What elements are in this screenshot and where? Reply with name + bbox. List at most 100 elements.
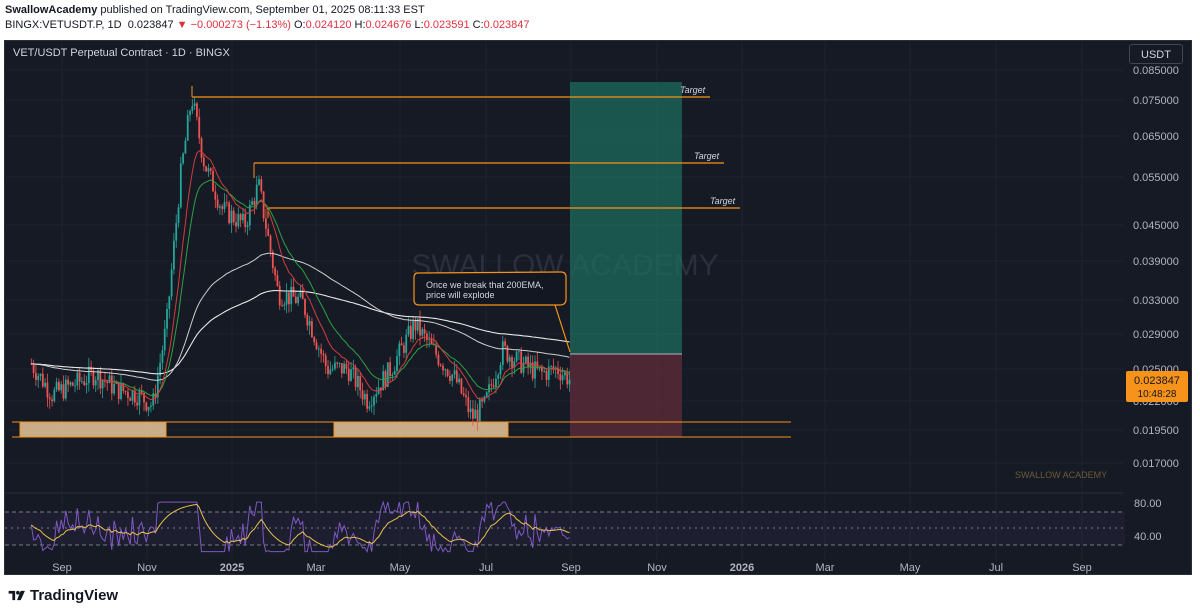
candle-body <box>481 399 484 402</box>
support-zone-left[interactable] <box>19 421 167 438</box>
candle-body <box>545 370 548 380</box>
candle-body <box>338 363 341 364</box>
candle-body <box>242 213 244 221</box>
candle-body <box>495 378 497 387</box>
candle-body <box>232 210 235 223</box>
candle-body <box>451 374 454 381</box>
currency-button[interactable]: USDT <box>1129 44 1183 64</box>
high-value: 0.024676 <box>365 19 412 31</box>
ema-red-line[interactable] <box>100 150 570 401</box>
price-tick-label-4: 0.045000 <box>1133 220 1179 232</box>
candle-body <box>99 370 102 389</box>
candle-body <box>428 339 431 340</box>
time-tick-label-9: Mar <box>816 562 835 574</box>
candle-body <box>453 370 456 375</box>
price-axis[interactable]: 0.085000 0.075000 0.065000 0.055000 0.045000… <box>1133 65 1179 470</box>
candle-body <box>354 367 357 388</box>
target-label-1: Target <box>680 85 706 95</box>
time-tick-label-8: 2026 <box>730 562 754 574</box>
candle-body <box>186 114 189 141</box>
candle-body <box>366 393 369 409</box>
candle-body <box>455 370 458 383</box>
candle-body <box>163 328 166 351</box>
rsi-ma-line[interactable] <box>30 503 570 548</box>
candle-body <box>166 308 168 329</box>
candle-body <box>85 383 88 385</box>
candle-body <box>396 356 398 372</box>
candle-body <box>67 379 70 385</box>
candle-body <box>177 207 180 223</box>
candle-body <box>41 373 44 387</box>
candle-body <box>460 378 463 394</box>
candle-body <box>474 409 477 419</box>
candle-body <box>550 366 553 368</box>
candle-body <box>547 366 550 380</box>
candlesticks[interactable] <box>30 97 571 431</box>
time-tick-label-5: Jul <box>479 562 493 574</box>
time-axis[interactable]: Sep Nov 2025 Mar May Jul Sep Nov 2026 Mar May Jul Se… <box>52 562 1092 574</box>
candle-body <box>391 374 394 377</box>
annotation-callout[interactable] <box>413 271 567 306</box>
tradingview-brand-text: TradingView <box>30 587 119 604</box>
candle-body <box>552 366 555 370</box>
candle-body <box>267 228 270 236</box>
candle-body <box>44 382 47 387</box>
candle-body <box>97 370 99 381</box>
candle-body <box>48 397 51 400</box>
candle-body <box>501 341 504 365</box>
candle-body <box>361 390 364 400</box>
candle-body <box>534 361 536 379</box>
candle-body <box>393 371 396 375</box>
ema-100-line[interactable] <box>31 252 570 381</box>
candle-body <box>419 318 421 336</box>
price-tick-label-6: 0.033000 <box>1133 295 1179 307</box>
candle-body <box>368 406 371 409</box>
footer-watermark: SWALLOW ACADEMY <box>1015 470 1107 480</box>
low-value: 0.023591 <box>423 19 470 31</box>
tradingview-logo[interactable]: TradingView <box>8 587 118 604</box>
candle-body <box>189 111 191 115</box>
candle-body <box>536 361 539 369</box>
target-label-2: Target <box>694 151 720 161</box>
candle-body <box>196 103 198 118</box>
candle-body <box>168 296 171 309</box>
candle-body <box>156 375 159 398</box>
candle-body <box>74 385 76 387</box>
current-price-badge <box>1126 371 1188 402</box>
change-arrow-icon: ▼ <box>176 19 188 31</box>
candle-body <box>373 396 375 406</box>
candle-body <box>253 201 256 206</box>
candle-body <box>299 290 302 297</box>
candle-body <box>557 367 559 375</box>
candle-body <box>60 384 63 391</box>
candle-body <box>430 339 433 344</box>
candle-body <box>294 296 297 304</box>
candle-body <box>271 251 274 269</box>
publisher-line: SwallowAcademy published on TradingView.… <box>5 4 425 16</box>
candle-body <box>308 321 311 326</box>
candle-body <box>297 296 300 304</box>
ema-200-line[interactable] <box>31 289 570 375</box>
candle-body <box>94 380 97 386</box>
publisher-name[interactable]: SwallowAcademy <box>5 4 98 16</box>
price-tick-label-3: 0.055000 <box>1133 172 1179 184</box>
price-tick-label-2: 0.065000 <box>1133 131 1179 143</box>
annotation-line-2: price will explode <box>426 290 495 300</box>
candle-body <box>306 315 309 326</box>
candle-body <box>467 397 470 412</box>
support-zone-mid[interactable] <box>333 421 509 438</box>
candle-body <box>499 364 502 375</box>
long-stop-zone[interactable] <box>570 354 682 437</box>
rsi-tick-80: 80.00 <box>1134 498 1162 510</box>
candle-body <box>225 202 228 204</box>
ohlc-line: BINGX:VETUSDT.P, 1D 0.023847 ▼ −0.000273… <box>5 19 530 31</box>
ema-fast-line[interactable] <box>100 179 570 396</box>
long-target-zone[interactable] <box>570 82 682 354</box>
candle-body <box>64 379 67 399</box>
candle-body <box>538 367 541 369</box>
candle-body <box>423 329 426 334</box>
candle-body <box>228 202 231 224</box>
candle-body <box>260 179 263 192</box>
rsi-line[interactable] <box>30 500 570 553</box>
